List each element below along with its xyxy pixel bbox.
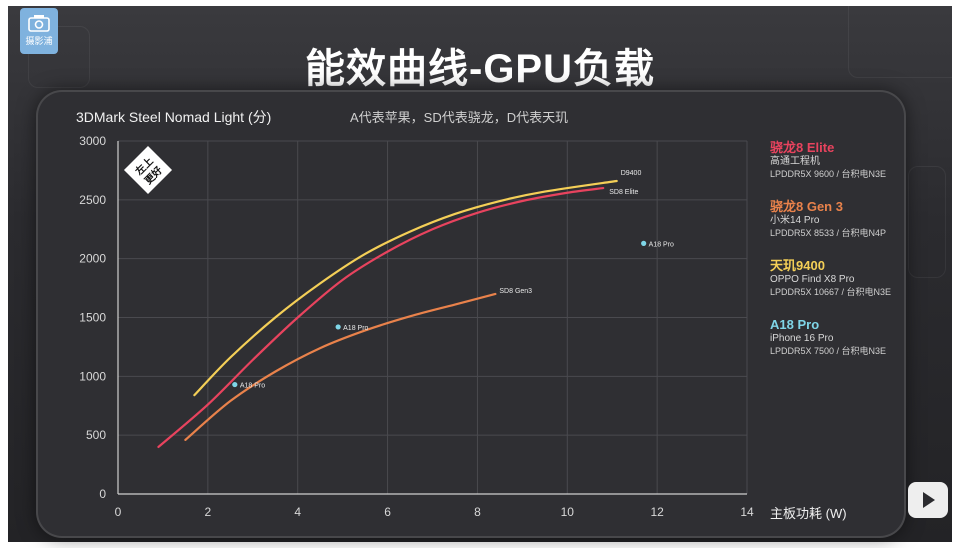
series-end-label: D9400 [621,170,642,177]
chart-title: 3DMark Steel Nomad Light (分) [76,109,272,125]
legend-device: iPhone 16 Pro [770,333,834,344]
x-tick-label: 12 [650,505,664,519]
x-tick-label: 4 [294,505,301,519]
point-label: A18 Pro [240,383,265,390]
chart-panel [36,90,906,538]
background-decoration [908,166,946,278]
series-end-label: SD8 Elite [609,189,638,196]
series-line [184,292,497,441]
x-tick-label: 0 [115,505,122,519]
x-tick-label: 8 [474,505,481,519]
legend-item-sd8-elite: 骁龙8 Elite 高通工程机 LPDDR5X 9600 / 台积电N3E [770,140,920,199]
logo-text: 摄影浦 [25,36,53,46]
series-line [157,186,605,449]
series-point-a18-pro [641,240,647,246]
page-title: 能效曲线-GPU负载 [305,47,655,91]
y-tick-label: 500 [86,428,106,442]
legend-device: 高通工程机 [770,156,820,167]
background-decoration [848,6,952,78]
x-tick-label: 6 [384,505,391,519]
chart-subtitle: A代表苹果，SD代表骁龙，D代表天玑 [350,110,569,125]
legend-spec: LPDDR5X 9600 / 台积电N3E [770,169,887,179]
series-line [193,179,618,397]
chart-legend: 骁龙8 Elite 高通工程机 LPDDR5X 9600 / 台积电N3E 骁龙… [770,140,920,376]
x-tick-label: 10 [561,505,575,519]
bilibili-play-icon[interactable] [908,482,948,518]
legend-spec: LPDDR5X 8533 / 台积电N4P [770,228,887,238]
y-tick-label: 0 [99,487,106,501]
point-label: A18 Pro [649,241,674,248]
legend-series-name: 骁龙8 Elite [770,140,835,155]
point-label: A18 Pro [343,325,368,332]
camera-logo-icon [28,15,50,32]
legend-series-name: 骁龙8 Gen 3 [770,199,843,214]
legend-device: 小米14 Pro [770,215,820,226]
y-tick-label: 3000 [79,134,106,148]
badge-background [123,145,173,195]
series-point-a18-pro [232,381,238,388]
series-point-a18-pro [335,324,341,330]
legend-series-name: 天玑9400 [770,258,825,273]
x-axis-label: 主板功耗 (W) [770,506,847,521]
legend-item-sd8-gen3: 骁龙8 Gen 3 小米14 Pro LPDDR5X 8533 / 台积电N4P [770,199,920,258]
y-tick-label: 2500 [79,193,106,207]
legend-device: OPPO Find X8 Pro [770,274,855,285]
channel-logo: 摄影浦 [20,8,58,54]
y-tick-label: 2000 [79,252,106,266]
y-tick-label: 1500 [79,311,106,325]
legend-spec: LPDDR5X 10667 / 台积电N3E [770,287,892,297]
legend-spec: LPDDR5X 7500 / 台积电N3E [770,346,887,356]
background-decoration [28,26,90,88]
legend-item-d9400: 天玑9400 OPPO Find X8 Pro LPDDR5X 10667 / … [770,258,920,317]
legend-series-name: A18 Pro [770,317,820,332]
y-tick-label: 1000 [79,369,106,383]
x-tick-label: 2 [205,505,212,519]
legend-item-a18-pro: A18 Pro iPhone 16 Pro LPDDR5X 7500 / 台积电… [770,317,920,376]
x-tick-label: 14 [740,505,754,519]
series-end-label: SD8 Gen3 [499,288,532,295]
